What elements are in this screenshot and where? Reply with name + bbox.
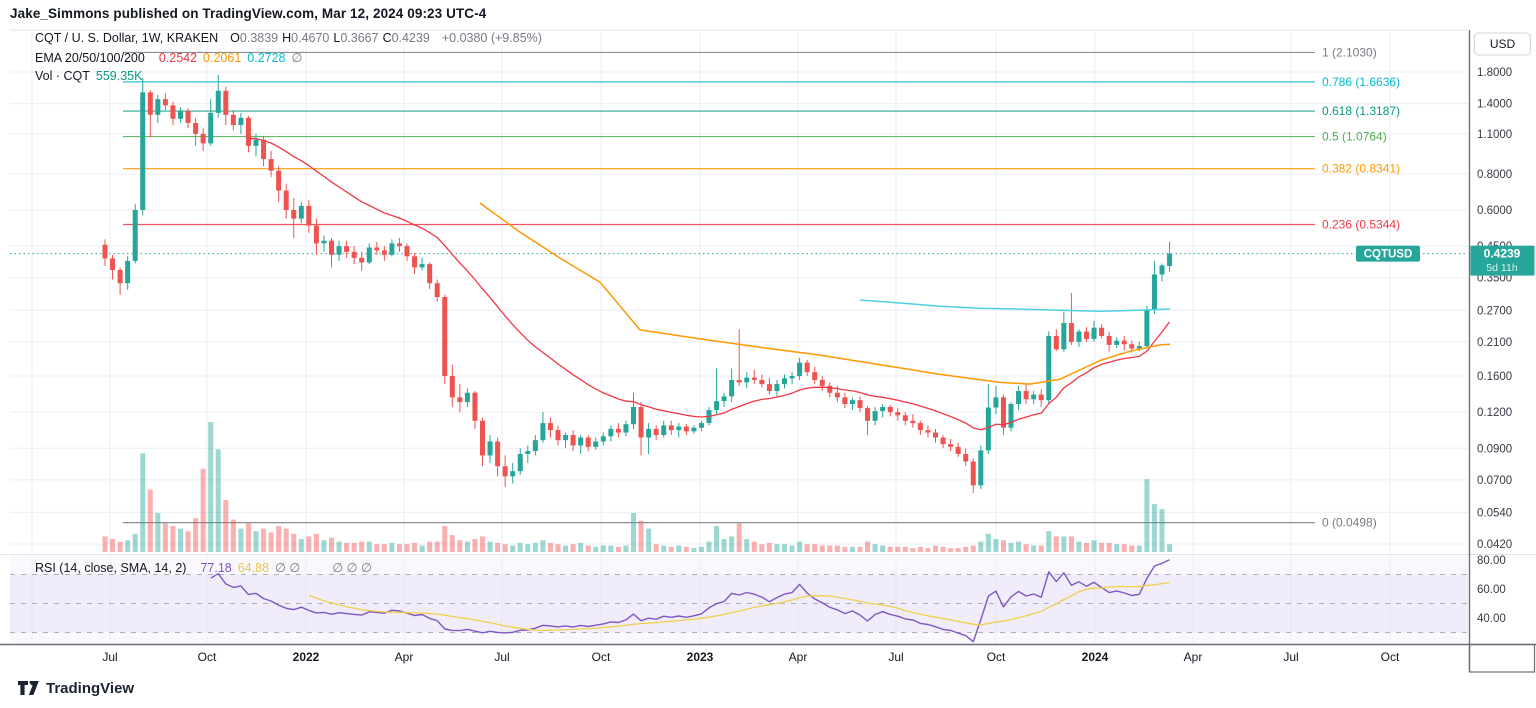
fib-label: 0 (0.0498) [1322,516,1377,530]
volume-bars [102,422,1173,552]
time-tick-label: Jul [494,650,509,664]
time-tick-label: Oct [592,650,611,664]
ema20-line [248,137,1171,431]
tradingview-logo-icon [18,681,39,695]
symbol-price-tag: CQTUSD [1356,245,1420,262]
svg-text:5d 11h: 5d 11h [1486,262,1517,274]
time-tick-label: Oct [987,650,1006,664]
price-tick-label: 1.1000 [1477,129,1512,141]
volume-legend-row: Vol · CQT 559.35K [35,69,142,83]
svg-text:0.4239: 0.4239 [1484,247,1521,261]
rsi-pane-bg [10,556,1468,643]
fib-label: 0.382 (0.8341) [1322,162,1400,176]
volume-title: Vol · CQT [35,69,90,83]
rsi-tick-label: 40.00 [1477,613,1506,625]
tradingview-logo[interactable]: TradingView [18,680,134,697]
fib-label: 0.236 (0.5344) [1322,218,1400,232]
ema-legend-row: EMA 20/50/100/200 0.2542 0.2061 0.2728 ∅ [35,50,303,66]
price-tick-label: 0.1200 [1477,407,1512,419]
time-tick-label: Jul [102,650,117,664]
rsi-title: RSI (14, close, SMA, 14, 2) [35,560,187,575]
time-tick-label: 2024 [1082,650,1109,664]
time-tick-label: Apr [395,650,414,664]
ohlc-values: O0.3839 H0.4670 L0.3667 C0.4239 [230,31,430,45]
svg-text:CQTUSD: CQTUSD [1364,249,1413,261]
ema-title: EMA 20/50/100/200 [35,50,145,65]
price-tick-label: 0.0540 [1477,507,1512,519]
price-axis[interactable]: 1.80001.40001.10000.80000.60000.45000.35… [1474,32,1531,625]
price-tick-label: 0.0900 [1477,443,1512,455]
publish-attribution: Jake_Simmons published on TradingView.co… [10,6,487,21]
rsi-tick-label: 80.00 [1477,555,1506,567]
currency-chip-label: USD [1490,37,1516,51]
fib-retracement: 1 (2.1030) 0.786 (1.6636) 0.618 (1.3187) 0.… [123,45,1400,530]
time-tick-label: 2022 [293,650,320,664]
tradingview-logo-text: TradingView [46,680,135,697]
time-tick-label: Oct [198,650,217,664]
rsi-values: 77.18 64.88 ∅ ∅ ∅ ∅ ∅ [200,561,372,575]
fib-label: 1 (2.1030) [1322,45,1377,59]
fib-label: 0.786 (1.6636) [1322,75,1400,89]
price-tick-label: 1.8000 [1477,67,1512,79]
price-tick-label: 0.2100 [1477,337,1512,349]
time-tick-label: Jul [1283,650,1298,664]
time-tick-label: 2023 [687,650,714,664]
fib-label: 0.618 (1.3187) [1322,104,1400,118]
candles-layer[interactable] [102,74,1173,494]
change-value: +0.0380 (+9.85%) [441,31,542,45]
time-axis[interactable]: Jul Oct 2022 Apr Jul Oct 2023 Apr Jul Oct 2024 Apr J… [102,650,1400,664]
axis-corner-box[interactable] [1468,643,1536,673]
ema100-line [859,299,1171,312]
price-tick-label: 0.6000 [1477,205,1512,217]
time-tick-label: Oct [1381,650,1400,664]
rsi-ma-line [308,581,1170,632]
rsi-line [210,559,1170,643]
volume-value: 559.35K [95,69,143,83]
price-tick-label: 0.3500 [1477,273,1512,285]
time-tick-label: Jul [888,650,903,664]
symbol-title: CQT / U. S. Dollar, 1W, KRAKEN [35,31,219,45]
price-tick-label: 0.8000 [1477,169,1512,181]
rsi-legend-row: RSI (14, close, SMA, 14, 2) 77.18 64.88 ∅ … [35,560,372,576]
time-tick-label: Apr [789,650,808,664]
ema-values: 0.2542 0.2061 0.2728 ∅ [158,51,303,65]
rsi-tick-label: 60.00 [1477,584,1506,596]
currency-chip[interactable] [1474,32,1531,56]
price-tick-label: 0.2700 [1477,305,1512,317]
ema50-line [479,202,1171,385]
time-tick-label: Apr [1184,650,1203,664]
price-tick-label: 1.4000 [1477,99,1512,111]
price-tick-label: 0.0420 [1477,539,1512,551]
fib-label: 0.5 (1.0764) [1322,130,1387,144]
symbol-legend-row: CQT / U. S. Dollar, 1W, KRAKEN O0.3839 H0… [35,31,542,45]
price-tick-label: 0.1600 [1477,371,1512,383]
price-tick-label: 0.0700 [1477,475,1512,487]
